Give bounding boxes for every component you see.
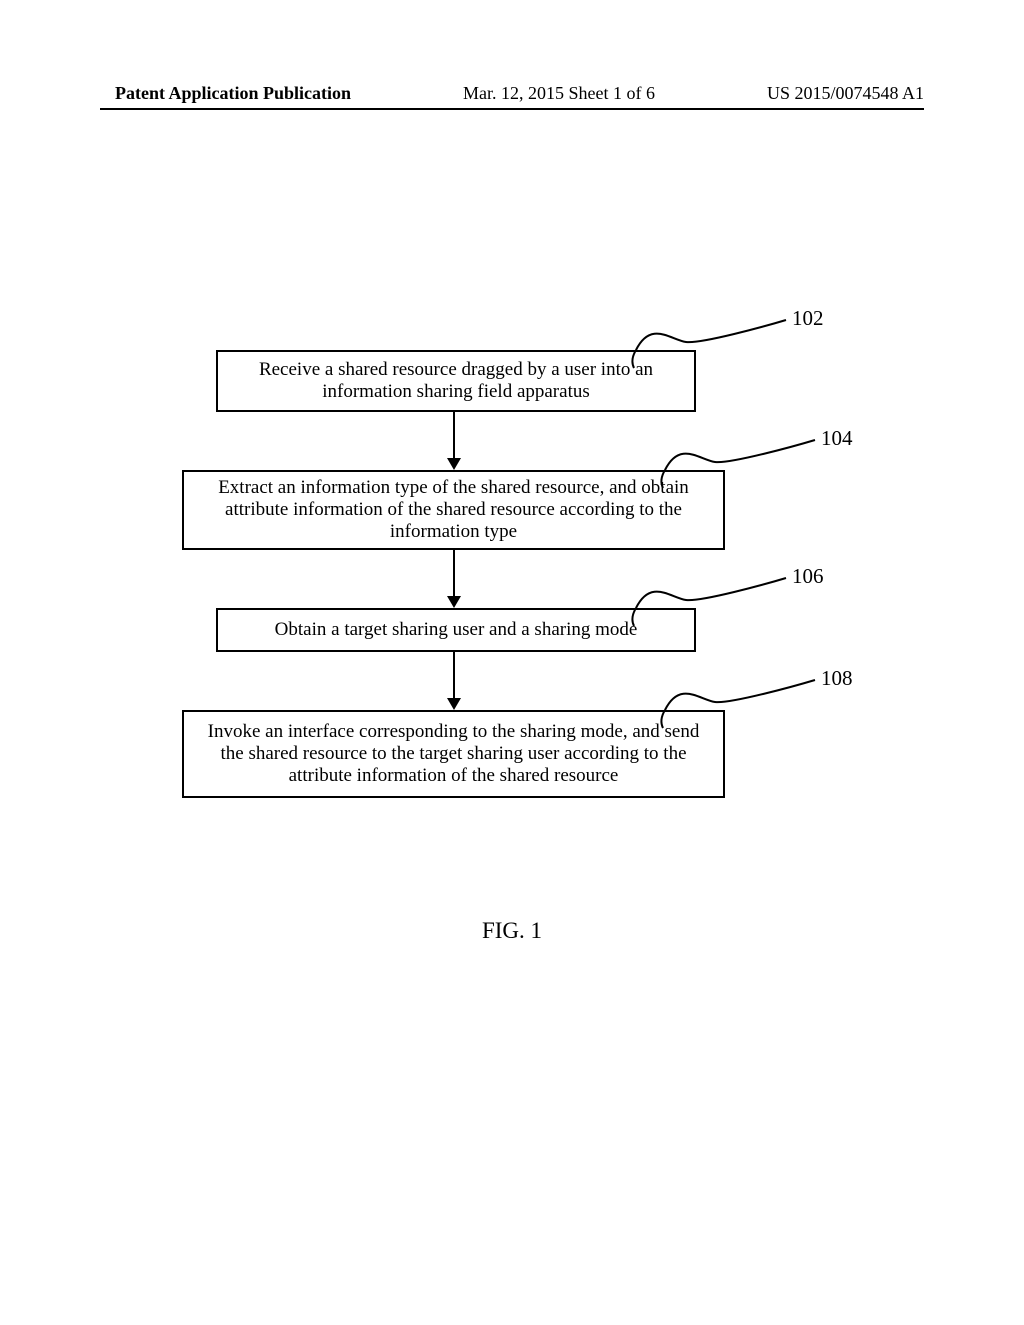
ref-label-108: 108 <box>821 666 853 691</box>
flow-box-102: Receive a shared resource dragged by a u… <box>216 350 696 412</box>
flowchart: Receive a shared resource dragged by a u… <box>170 350 894 798</box>
page-header: Patent Application Publication Mar. 12, … <box>0 83 1024 104</box>
flow-box-text: Obtain a target sharing user and a shari… <box>275 619 638 641</box>
flow-box-104: Extract an information type of the share… <box>182 470 725 550</box>
flow-box-text: Receive a shared resource dragged by a u… <box>240 359 672 403</box>
arrow-head-icon <box>447 596 461 608</box>
flow-arrow <box>170 550 894 608</box>
ref-label-106: 106 <box>792 564 824 589</box>
flow-arrow <box>170 412 894 470</box>
ref-label-104: 104 <box>821 426 853 451</box>
flow-box-108: Invoke an interface corresponding to the… <box>182 710 725 798</box>
figure-caption: FIG. 1 <box>0 918 1024 944</box>
header-left: Patent Application Publication <box>115 83 351 104</box>
flow-box-text: Extract an information type of the share… <box>206 477 701 543</box>
header-rule <box>100 108 924 110</box>
header-center: Mar. 12, 2015 Sheet 1 of 6 <box>463 83 655 104</box>
flow-arrow <box>170 652 894 710</box>
header-right: US 2015/0074548 A1 <box>767 83 924 104</box>
arrow-head-icon <box>447 698 461 710</box>
arrow-head-icon <box>447 458 461 470</box>
flow-box-text: Invoke an interface corresponding to the… <box>206 721 701 787</box>
arrow-line <box>453 652 455 698</box>
arrow-line <box>453 412 455 458</box>
arrow-line <box>453 550 455 596</box>
flow-box-106: Obtain a target sharing user and a shari… <box>216 608 696 652</box>
ref-label-102: 102 <box>792 306 824 331</box>
